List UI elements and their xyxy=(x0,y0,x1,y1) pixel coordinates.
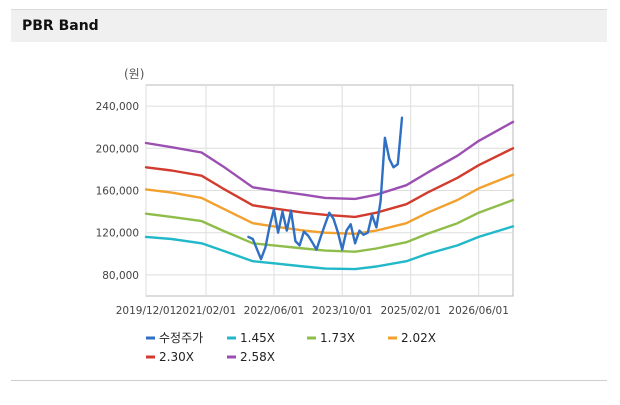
legend-item: 수정주가 xyxy=(146,331,203,345)
legend-label: 2.58X xyxy=(240,350,275,364)
legend-label: 2.30X xyxy=(159,350,194,364)
legend-item: 2.58X xyxy=(227,350,275,364)
legend-item: 1.73X xyxy=(307,331,355,345)
legend-item: 2.02X xyxy=(388,331,436,345)
x-tick-label: 2026/06/01 xyxy=(448,305,509,317)
x-tick-label: 2019/12/01 xyxy=(116,305,177,317)
x-tick-label: 2021/02/01 xyxy=(176,305,237,317)
series-line-2 xyxy=(144,147,515,219)
y-tick-label: 200,000 xyxy=(96,143,139,155)
legend-label: 수정주가 xyxy=(159,331,203,345)
legend: 수정주가 1.45X 1.73X 2.02X 2.30X 2.58X xyxy=(146,331,436,364)
series-layer xyxy=(144,116,515,271)
x-tick-label: 2022/06/01 xyxy=(244,305,305,317)
legend-item: 2.30X xyxy=(146,350,194,364)
panel-title: PBR Band xyxy=(22,18,99,34)
x-tick-label: 2023/10/01 xyxy=(312,305,373,317)
x-tick-label: 2025/02/01 xyxy=(380,305,441,317)
bottom-divider xyxy=(11,380,607,381)
y-tick-label: 80,000 xyxy=(102,270,139,282)
grid-layer xyxy=(145,85,513,296)
y-tick-label: 160,000 xyxy=(96,186,139,198)
legend-label: 2.02X xyxy=(401,331,436,345)
series-line-3 xyxy=(144,173,515,236)
series-line-5 xyxy=(144,225,515,271)
legend-item: 1.45X xyxy=(227,331,275,345)
series-line-4 xyxy=(144,198,515,253)
legend-label: 1.73X xyxy=(320,331,355,345)
y-tick-label: 240,000 xyxy=(96,101,139,113)
series-line-6 xyxy=(247,116,404,261)
tick-layer: 80,000 120,000 160,000 200,000 240,000 2019/1… xyxy=(96,101,509,317)
legend-label: 1.45X xyxy=(240,331,275,345)
series-line-1 xyxy=(144,120,515,201)
y-unit-label: (원) xyxy=(124,67,144,81)
y-tick-label: 120,000 xyxy=(96,228,139,240)
panel-header: PBR Band xyxy=(11,9,607,42)
